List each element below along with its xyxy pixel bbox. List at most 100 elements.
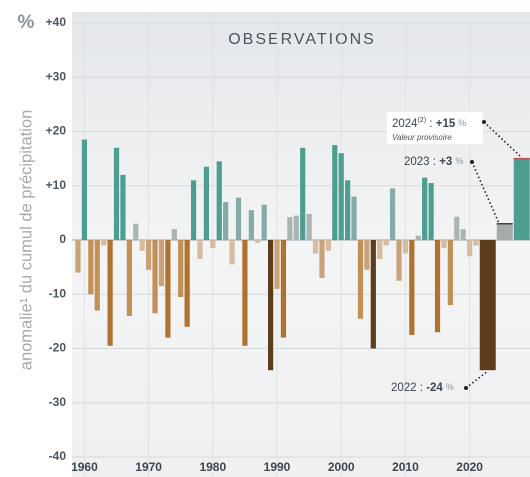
bar [383, 240, 389, 246]
annotation-part: +3 [439, 156, 452, 168]
annotation-leader [471, 161, 500, 224]
grid: -40 -30 -20 -10 0 +10 +20 +30 +40 1960 1970 1980 199… [46, 12, 530, 477]
chart-title: OBSERVATIONS [228, 31, 376, 48]
bar [216, 161, 222, 240]
bar [190, 180, 197, 240]
bar [280, 240, 287, 338]
x-tick-label: 1970 [135, 460, 162, 474]
bar [454, 216, 460, 240]
bar [75, 240, 81, 273]
bar [139, 240, 145, 251]
bar [306, 213, 312, 240]
bar [287, 217, 293, 240]
bar [171, 229, 177, 240]
annotation-part: 2022 [391, 382, 417, 394]
bar [229, 240, 235, 265]
y-unit: % [18, 12, 35, 33]
x-tick-label: 1960 [71, 460, 98, 474]
y-tick-label: +10 [46, 178, 67, 192]
bar [422, 177, 428, 240]
annotation-label: 2023 : +3% [404, 156, 463, 168]
bar [242, 240, 248, 346]
bar [409, 240, 415, 335]
annotation-part: % [446, 382, 454, 392]
x-tick-label: 1990 [264, 460, 291, 474]
annotation-box [387, 112, 483, 144]
bar [441, 240, 447, 249]
annotation-dot [464, 386, 468, 390]
bar [496, 223, 513, 240]
bar [300, 147, 306, 240]
x-tick-label: 1980 [199, 460, 226, 474]
bar [312, 240, 319, 254]
annotation-part: 2023 [404, 156, 430, 168]
x-tick-label: 2020 [456, 460, 483, 474]
bar [447, 240, 453, 306]
annotation-part: : [417, 382, 427, 394]
bar [101, 240, 107, 246]
bar [197, 240, 203, 259]
annotation-part: : [426, 118, 436, 130]
bar [165, 240, 171, 338]
bar [364, 240, 370, 270]
bar [467, 240, 473, 257]
annotation-part: -24 [426, 382, 443, 394]
bar [268, 240, 274, 371]
bar [460, 229, 466, 240]
y-tick-label: 0 [59, 232, 66, 246]
x-tick-label: 2010 [392, 460, 419, 474]
bar [415, 235, 421, 240]
annotation-part: : [430, 156, 440, 168]
bar [203, 166, 209, 240]
y-tick-label: +40 [46, 15, 67, 29]
bar [345, 180, 351, 240]
bar [513, 158, 530, 240]
y-tick-label: +20 [46, 124, 67, 138]
bar [428, 183, 434, 240]
annotation-part: % [458, 118, 466, 128]
y-tick-label: -10 [49, 286, 67, 300]
bar [133, 223, 139, 240]
bar [325, 240, 331, 251]
bar [184, 240, 190, 327]
annotation-leader [465, 370, 489, 389]
annotations: 2024(2) : +15 % Valeur provisoire 2023 : +3… [387, 112, 530, 394]
y-axis-label: anomalie¹ du cumul de précipitation [17, 110, 35, 370]
annotation-dot [470, 160, 474, 164]
bar [338, 153, 344, 240]
annotation-dot [482, 120, 486, 124]
bar [434, 240, 441, 333]
bar [210, 240, 216, 249]
bar [389, 188, 396, 240]
annotation-part: (2) [418, 117, 427, 124]
bar [120, 174, 126, 240]
bar [248, 210, 254, 240]
bar [94, 240, 100, 311]
bar [479, 240, 496, 371]
annotation-label: 2024(2) : +15% [392, 117, 466, 130]
bar [332, 145, 338, 240]
bar [293, 215, 299, 240]
bar [255, 240, 261, 243]
bar [370, 240, 376, 349]
x-tick-label: 2000 [328, 460, 355, 474]
bar [146, 240, 152, 270]
bar [126, 240, 132, 316]
bar [351, 196, 357, 240]
bar [107, 240, 113, 346]
bar [158, 240, 165, 287]
annotation-subtitle: Valeur provisoire [392, 133, 452, 142]
bar [152, 240, 158, 314]
bar [274, 240, 280, 289]
bar [396, 240, 402, 281]
annotation-part: % [455, 156, 463, 166]
bar [178, 240, 184, 297]
bars [75, 139, 530, 371]
bar [473, 240, 479, 246]
bar [402, 240, 409, 254]
bar [113, 147, 120, 240]
bar [319, 240, 325, 278]
bar [81, 139, 88, 240]
y-tick-label: -30 [49, 395, 67, 409]
